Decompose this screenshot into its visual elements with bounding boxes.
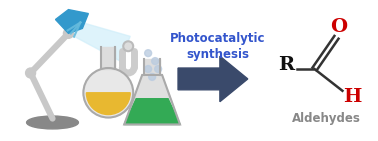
FancyArrow shape	[178, 56, 248, 102]
Text: O: O	[330, 18, 347, 36]
FancyBboxPatch shape	[144, 59, 160, 75]
Polygon shape	[124, 99, 180, 125]
Circle shape	[64, 28, 73, 38]
Wedge shape	[87, 93, 130, 114]
Circle shape	[145, 66, 152, 72]
Ellipse shape	[26, 116, 78, 129]
FancyBboxPatch shape	[101, 47, 115, 69]
Circle shape	[152, 58, 159, 65]
Text: H: H	[343, 88, 362, 106]
Ellipse shape	[84, 68, 133, 118]
Polygon shape	[124, 75, 180, 125]
Circle shape	[149, 73, 156, 80]
Circle shape	[145, 50, 152, 57]
Text: synthesis: synthesis	[186, 48, 249, 61]
Text: R: R	[279, 56, 295, 74]
Polygon shape	[68, 21, 130, 61]
Polygon shape	[56, 10, 88, 33]
Circle shape	[26, 68, 36, 78]
Text: Photocatalytic: Photocatalytic	[170, 32, 266, 45]
Circle shape	[155, 66, 162, 72]
Text: Aldehydes: Aldehydes	[292, 112, 361, 125]
Circle shape	[124, 42, 132, 50]
